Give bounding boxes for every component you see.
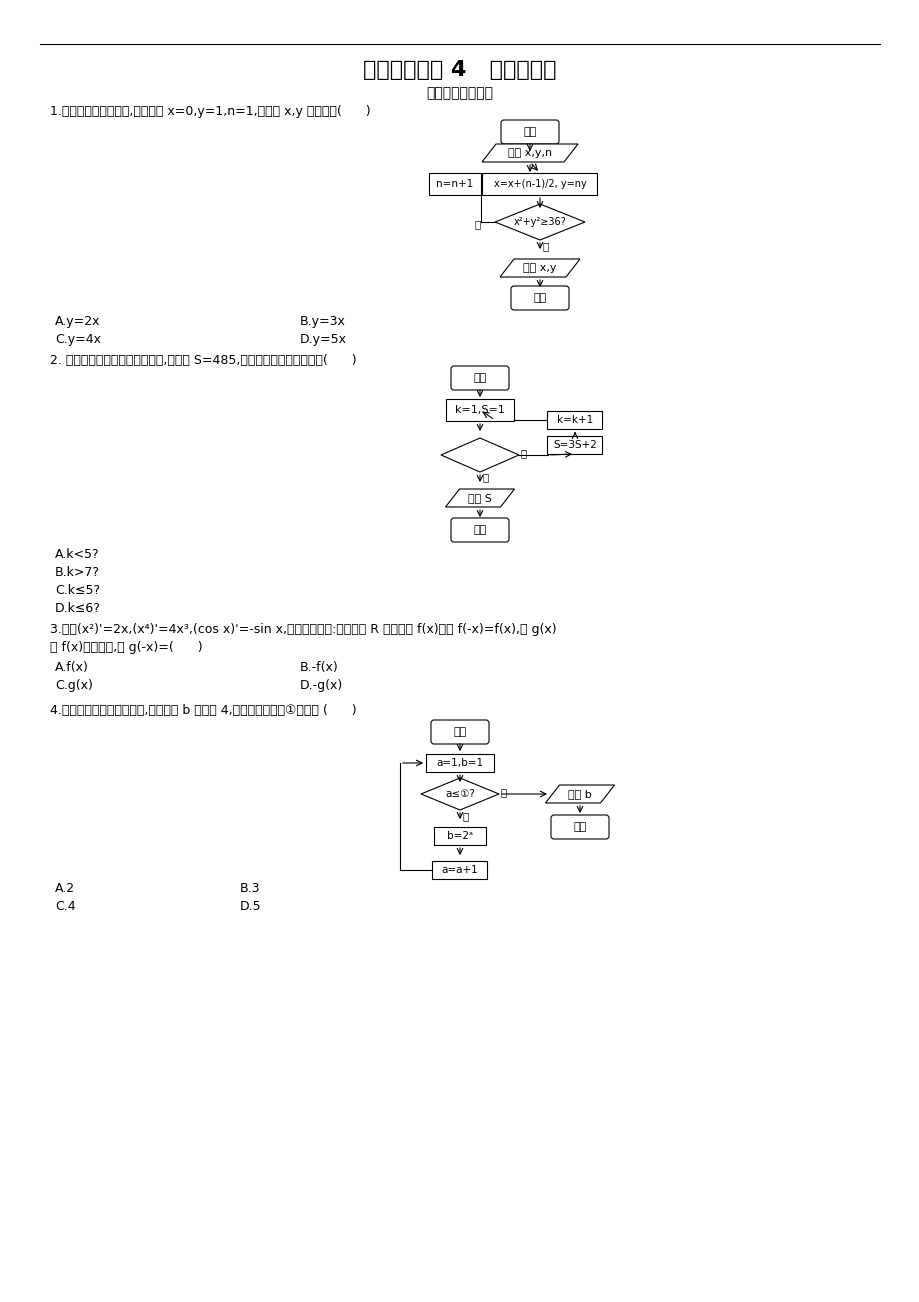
Polygon shape: [440, 437, 518, 473]
FancyBboxPatch shape: [432, 861, 487, 879]
Text: k=k+1: k=k+1: [556, 415, 593, 424]
Text: 开始: 开始: [453, 727, 466, 737]
Text: D.-g(x): D.-g(x): [300, 680, 343, 693]
Text: 否: 否: [474, 219, 481, 229]
Text: B.y=3x: B.y=3x: [300, 315, 346, 328]
FancyBboxPatch shape: [510, 286, 568, 310]
Polygon shape: [482, 145, 577, 161]
FancyBboxPatch shape: [434, 827, 485, 845]
FancyBboxPatch shape: [547, 411, 602, 428]
Text: C.y=4x: C.y=4x: [55, 333, 101, 346]
Text: 2. 已知执行如图所示的程序框图,输出的 S=485,则判断框内的条件可以是(      ): 2. 已知执行如图所示的程序框图,输出的 S=485,则判断框内的条件可以是( …: [50, 354, 357, 366]
FancyBboxPatch shape: [450, 518, 508, 542]
Text: 结束: 结束: [573, 822, 586, 832]
Text: b=2ᵃ: b=2ᵃ: [447, 831, 472, 841]
FancyBboxPatch shape: [450, 366, 508, 391]
Text: x=x+(n-1)/2, y=ny: x=x+(n-1)/2, y=ny: [494, 178, 585, 189]
FancyBboxPatch shape: [501, 120, 559, 145]
Text: C.g(x): C.g(x): [55, 680, 93, 693]
Text: 是: 是: [520, 448, 527, 458]
Text: C.k≤5?: C.k≤5?: [55, 585, 100, 598]
Text: 1.执行下面的程序框图,若输入的 x=0,y=1,n=1,则输出 x,y 的值满足(      ): 1.执行下面的程序框图,若输入的 x=0,y=1,n=1,则输出 x,y 的值满…: [50, 105, 370, 118]
Text: a≤①?: a≤①?: [445, 789, 474, 799]
Text: 否: 否: [501, 786, 506, 797]
Text: 否: 否: [482, 473, 489, 482]
Text: 4.执行如图所示的程序框图,若输出的 b 的值为 4,则图中判断框内①处应填 (      ): 4.执行如图所示的程序框图,若输出的 b 的值为 4,则图中判断框内①处应填 (…: [50, 703, 357, 716]
Text: 是: 是: [542, 241, 549, 251]
FancyBboxPatch shape: [428, 173, 481, 195]
Text: n=n+1: n=n+1: [436, 178, 473, 189]
Text: 输出 x,y: 输出 x,y: [523, 263, 556, 273]
Text: B.-f(x): B.-f(x): [300, 661, 338, 674]
Text: 结束: 结束: [533, 293, 546, 303]
FancyBboxPatch shape: [482, 173, 596, 195]
Text: k=1,S=1: k=1,S=1: [455, 405, 505, 415]
Text: 3.观察(x²)'=2x,(x⁴)'=4x³,(cos x)'=-sin x,由归纳推理得:若定义在 R 上的函数 f(x)满足 f(-x)=f(x),记 g(: 3.观察(x²)'=2x,(x⁴)'=4x³,(cos x)'=-sin x,由…: [50, 624, 556, 637]
Text: 开始: 开始: [473, 372, 486, 383]
Text: 是: 是: [462, 811, 469, 822]
FancyBboxPatch shape: [446, 398, 514, 421]
Text: 输出 S: 输出 S: [468, 493, 492, 503]
Text: A.f(x): A.f(x): [55, 661, 89, 674]
Text: a=a+1: a=a+1: [441, 865, 478, 875]
Text: 专题能力训练 4   算法与推理: 专题能力训练 4 算法与推理: [363, 60, 556, 79]
Polygon shape: [494, 204, 584, 240]
Text: D.5: D.5: [240, 901, 261, 914]
Text: 一、能力突破训练: 一、能力突破训练: [426, 86, 493, 100]
FancyBboxPatch shape: [547, 436, 602, 454]
Text: A.2: A.2: [55, 883, 75, 896]
Text: 结束: 结束: [473, 525, 486, 535]
Text: 输出 b: 输出 b: [568, 789, 591, 799]
Text: A.k<5?: A.k<5?: [55, 548, 99, 561]
Text: D.y=5x: D.y=5x: [300, 333, 346, 346]
Text: S=3S+2: S=3S+2: [552, 440, 596, 450]
FancyBboxPatch shape: [550, 815, 608, 838]
Polygon shape: [445, 490, 514, 506]
Text: 为 f(x)的导函数,则 g(-x)=(      ): 为 f(x)的导函数,则 g(-x)=( ): [50, 641, 202, 654]
Text: B.k>7?: B.k>7?: [55, 566, 100, 579]
Text: D.k≤6?: D.k≤6?: [55, 603, 101, 616]
Text: 开始: 开始: [523, 128, 536, 137]
Text: 输入 x,y,n: 输入 x,y,n: [507, 148, 551, 158]
FancyBboxPatch shape: [425, 754, 494, 772]
Polygon shape: [421, 779, 498, 810]
Text: C.4: C.4: [55, 901, 75, 914]
Text: a=1,b=1: a=1,b=1: [436, 758, 483, 768]
Text: x²+y²≥36?: x²+y²≥36?: [513, 217, 566, 227]
FancyBboxPatch shape: [430, 720, 489, 743]
Text: A.y=2x: A.y=2x: [55, 315, 100, 328]
Polygon shape: [545, 785, 614, 803]
Polygon shape: [499, 259, 579, 277]
Text: B.3: B.3: [240, 883, 260, 896]
